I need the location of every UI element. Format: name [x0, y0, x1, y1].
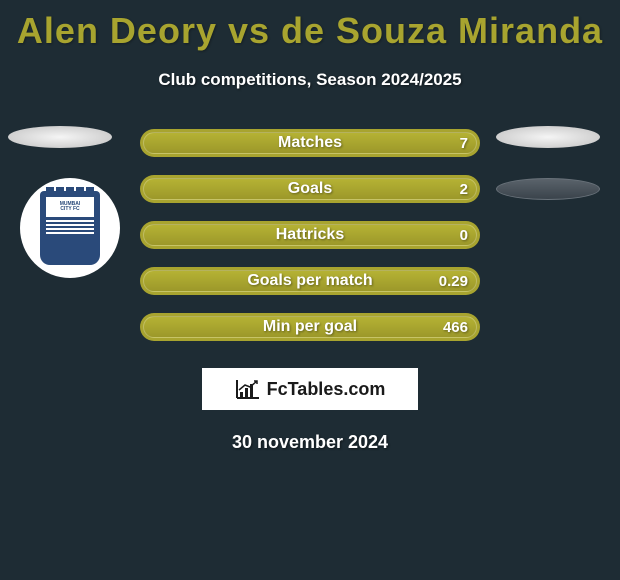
- branding-box: FcTables.com: [202, 368, 418, 410]
- comparison-title: Alen Deory vs de Souza Miranda: [0, 0, 620, 52]
- stat-row: Goals 2: [0, 166, 620, 212]
- stat-value: 0.29: [439, 273, 468, 290]
- stat-label: Min per goal: [263, 318, 357, 336]
- stat-value: 7: [460, 135, 468, 152]
- stat-label: Hattricks: [276, 226, 344, 244]
- stat-label: Goals: [288, 180, 332, 198]
- stat-row: Matches 7: [0, 120, 620, 166]
- branding-text: FcTables.com: [267, 379, 386, 400]
- stat-value: 466: [443, 319, 468, 336]
- stat-row: Min per goal 466: [0, 304, 620, 350]
- stat-bar: Matches 7: [140, 129, 480, 157]
- stat-value: 2: [460, 181, 468, 198]
- stat-bar: Min per goal 466: [140, 313, 480, 341]
- snapshot-date: 30 november 2024: [0, 432, 620, 453]
- stat-row: Goals per match 0.29: [0, 258, 620, 304]
- stat-value: 0: [460, 227, 468, 244]
- stats-list: Matches 7 Goals 2 Hattricks 0 Goals per …: [0, 120, 620, 350]
- stat-bar: Goals per match 0.29: [140, 267, 480, 295]
- stat-bar: Goals 2: [140, 175, 480, 203]
- stat-bar: Hattricks 0: [140, 221, 480, 249]
- stat-label: Goals per match: [247, 272, 372, 290]
- stat-label: Matches: [278, 134, 342, 152]
- chart-icon: [235, 378, 261, 400]
- season-subtitle: Club competitions, Season 2024/2025: [0, 70, 620, 90]
- stat-row: Hattricks 0: [0, 212, 620, 258]
